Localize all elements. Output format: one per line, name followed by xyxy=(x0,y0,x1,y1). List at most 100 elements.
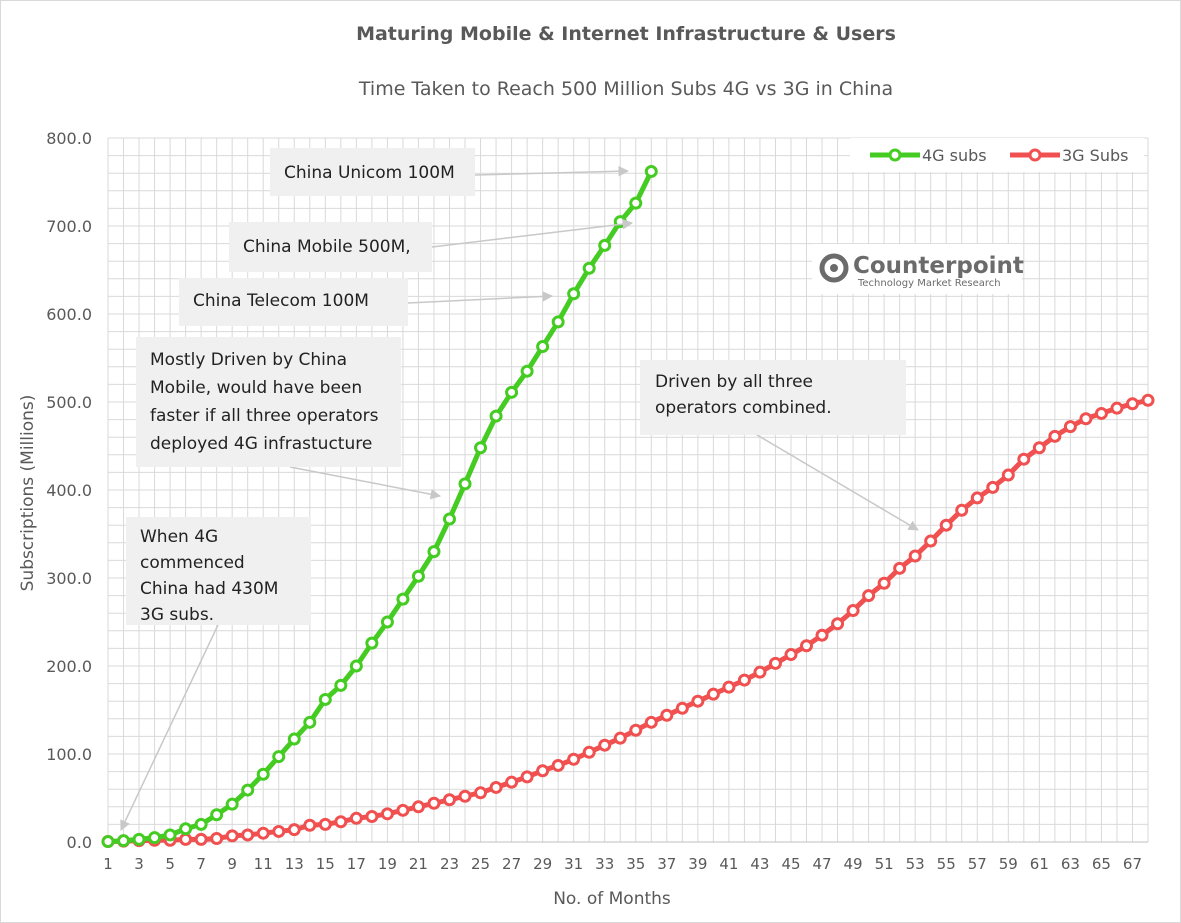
data-point xyxy=(489,409,503,423)
x-tick-label: 41 xyxy=(719,855,738,873)
x-tick-label: 35 xyxy=(626,855,645,873)
x-tick-label: 61 xyxy=(1030,855,1049,873)
data-point xyxy=(706,687,720,701)
annotation-text: Driven by all three xyxy=(655,372,813,392)
x-tick-label: 31 xyxy=(564,855,583,873)
annotation-text: China Mobile 500M, xyxy=(243,237,411,257)
data-point xyxy=(303,715,317,729)
data-point xyxy=(1048,429,1062,443)
data-point xyxy=(831,617,845,631)
data-point xyxy=(862,589,876,603)
data-point xyxy=(163,828,177,842)
data-point xyxy=(256,826,270,840)
data-point xyxy=(334,815,348,829)
annotation-text: China Unicom 100M xyxy=(284,163,455,183)
x-tick-label: 5 xyxy=(165,855,175,873)
data-point xyxy=(334,678,348,692)
legend: 4G subs 3G Subs xyxy=(850,138,1144,172)
data-point xyxy=(272,824,286,838)
data-point xyxy=(722,680,736,694)
chart-subtitle: Time Taken to Reach 500 Million Subs 4G … xyxy=(358,78,893,100)
series-0 xyxy=(101,164,658,849)
data-point xyxy=(551,315,565,329)
x-tick-label: 39 xyxy=(688,855,707,873)
annotations: China Unicom 100M China Mobile 500M, China… xyxy=(120,148,919,831)
data-point xyxy=(955,503,969,517)
data-point xyxy=(644,715,658,729)
y-axis-title: Subscriptions (Millions) xyxy=(18,395,38,592)
data-point xyxy=(442,512,456,526)
annotation-2: China Telecom 100M xyxy=(179,278,554,326)
annotation-text: When 4G xyxy=(140,527,218,547)
data-point xyxy=(551,758,565,772)
y-tick-label: 600.0 xyxy=(46,305,92,324)
x-tick-label: 21 xyxy=(409,855,428,873)
data-point xyxy=(287,823,301,837)
chart-title: Maturing Mobile & Internet Infrastructur… xyxy=(356,23,896,45)
legend-label: 4G subs xyxy=(922,146,987,165)
y-tick-label: 700.0 xyxy=(46,217,92,236)
x-tick-label: 45 xyxy=(781,855,800,873)
data-point xyxy=(1001,468,1015,482)
annotation-text: Mobile, would have been xyxy=(150,378,362,398)
data-point xyxy=(1094,406,1108,420)
annotation-text: operators combined. xyxy=(655,398,832,418)
data-point xyxy=(225,829,239,843)
y-tick-label: 500.0 xyxy=(46,393,92,412)
data-point xyxy=(567,752,581,766)
data-point xyxy=(101,835,115,849)
data-point xyxy=(567,287,581,301)
data-point xyxy=(536,764,550,778)
data-point xyxy=(737,673,751,687)
x-tick-label: 19 xyxy=(378,855,397,873)
x-tick-label: 7 xyxy=(196,855,206,873)
x-tick-label: 33 xyxy=(595,855,614,873)
data-point xyxy=(1141,393,1155,407)
annotation-text: 3G subs. xyxy=(140,605,214,625)
annotation-box xyxy=(126,517,311,625)
annotation-1: China Mobile 500M, xyxy=(229,218,634,272)
x-tick-label: 53 xyxy=(906,855,925,873)
data-point xyxy=(179,832,193,846)
data-point xyxy=(877,576,891,590)
data-point xyxy=(194,817,208,831)
data-point xyxy=(303,818,317,832)
x-tick-label: 17 xyxy=(347,855,366,873)
annotation-text: China had 430M xyxy=(140,579,278,599)
legend-item-1: 3G Subs xyxy=(1010,146,1128,165)
x-tick-label: 29 xyxy=(533,855,552,873)
y-tick-label: 300.0 xyxy=(46,569,92,588)
x-tick-label: 27 xyxy=(502,855,521,873)
x-tick-label: 15 xyxy=(316,855,335,873)
annotation-text: Mostly Driven by China xyxy=(150,350,347,370)
data-point xyxy=(1079,412,1093,426)
annotation-box xyxy=(179,278,408,326)
data-point xyxy=(753,665,767,679)
data-point xyxy=(396,592,410,606)
data-point xyxy=(1032,441,1046,455)
x-tick-label: 57 xyxy=(968,855,987,873)
data-point xyxy=(318,817,332,831)
data-point xyxy=(474,441,488,455)
data-point xyxy=(241,783,255,797)
x-tick-label: 47 xyxy=(812,855,831,873)
x-tick-label: 9 xyxy=(227,855,237,873)
annotation-0: China Unicom 100M xyxy=(270,148,630,196)
logo-mark-dot xyxy=(830,264,838,272)
data-point xyxy=(411,569,425,583)
data-point xyxy=(210,831,224,845)
x-tick-label: 37 xyxy=(657,855,676,873)
data-point xyxy=(924,534,938,548)
logo-tagline: Technology Market Research xyxy=(857,278,1001,289)
data-point xyxy=(520,364,534,378)
data-point xyxy=(1125,397,1139,411)
data-point xyxy=(505,385,519,399)
annotation-3: Mostly Driven by China Mobile, would have… xyxy=(136,337,442,500)
data-point xyxy=(365,636,379,650)
data-point xyxy=(768,656,782,670)
data-point xyxy=(411,800,425,814)
annotation-box xyxy=(136,337,401,467)
series-1 xyxy=(101,393,1155,849)
x-tick-label: 25 xyxy=(471,855,490,873)
